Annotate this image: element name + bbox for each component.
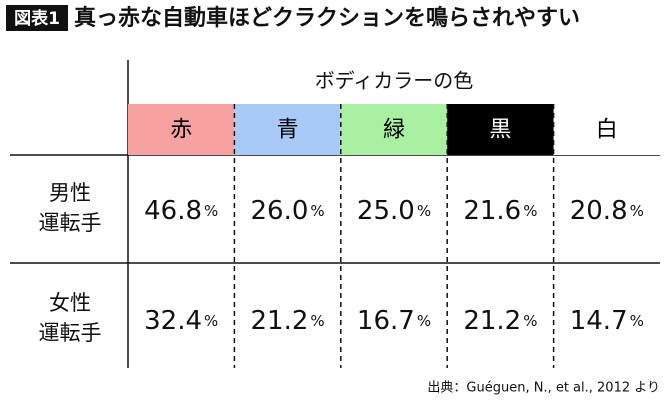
unit: % — [204, 202, 218, 220]
value: 25.0 — [357, 196, 415, 226]
cell-value: 21.2% — [463, 306, 537, 336]
unit: % — [310, 202, 324, 220]
cell-value: 32.4% — [144, 306, 218, 336]
column-header-cell — [447, 104, 554, 155]
cell-value: 16.7% — [357, 306, 431, 336]
unit: % — [417, 312, 431, 330]
cell-value: 26.0% — [251, 196, 325, 226]
value: 32.4 — [144, 306, 202, 336]
unit: % — [523, 202, 537, 220]
unit: % — [630, 202, 644, 220]
column-header-cell — [128, 104, 235, 155]
column-header: 黒 — [489, 118, 511, 143]
cell-value: 25.0% — [357, 196, 431, 226]
value: 14.7 — [570, 306, 628, 336]
cell-value: 21.2% — [251, 306, 325, 336]
row-label: 男性 — [49, 181, 91, 205]
cell-value: 21.6% — [463, 196, 537, 226]
unit: % — [523, 312, 537, 330]
value: 21.2 — [251, 306, 309, 336]
cell-value: 20.8% — [570, 196, 644, 226]
cell-value: 46.8% — [144, 196, 218, 226]
value: 16.7 — [357, 306, 415, 336]
cell-value: 14.7% — [570, 306, 644, 336]
column-header-cell — [553, 104, 660, 155]
badge: 図表1 — [14, 8, 60, 29]
badge-box — [6, 5, 68, 31]
unit: % — [310, 312, 324, 330]
row-label: 女性 — [49, 291, 91, 315]
column-header-cell — [340, 104, 448, 155]
value: 26.0 — [251, 196, 309, 226]
value: 21.2 — [463, 306, 521, 336]
column-header-cell — [234, 104, 341, 155]
group-header: ボディカラーの色 — [315, 69, 474, 93]
title: 真っ赤な自動車ほどクラクションを鳴らされやすい — [74, 5, 580, 31]
column-header: 白 — [596, 118, 618, 143]
source: 出典：Guéguen, N., et al., 2012 より — [427, 381, 660, 396]
value: 21.6 — [463, 196, 521, 226]
unit: % — [417, 202, 431, 220]
row-label: 運転手 — [39, 211, 102, 235]
column-header: 赤 — [170, 118, 192, 143]
value: 46.8 — [144, 196, 202, 226]
unit: % — [204, 312, 218, 330]
column-header: 緑 — [383, 118, 405, 143]
row-label: 運転手 — [39, 321, 102, 345]
value: 20.8 — [570, 196, 628, 226]
column-header: 青 — [277, 118, 299, 143]
unit: % — [630, 312, 644, 330]
